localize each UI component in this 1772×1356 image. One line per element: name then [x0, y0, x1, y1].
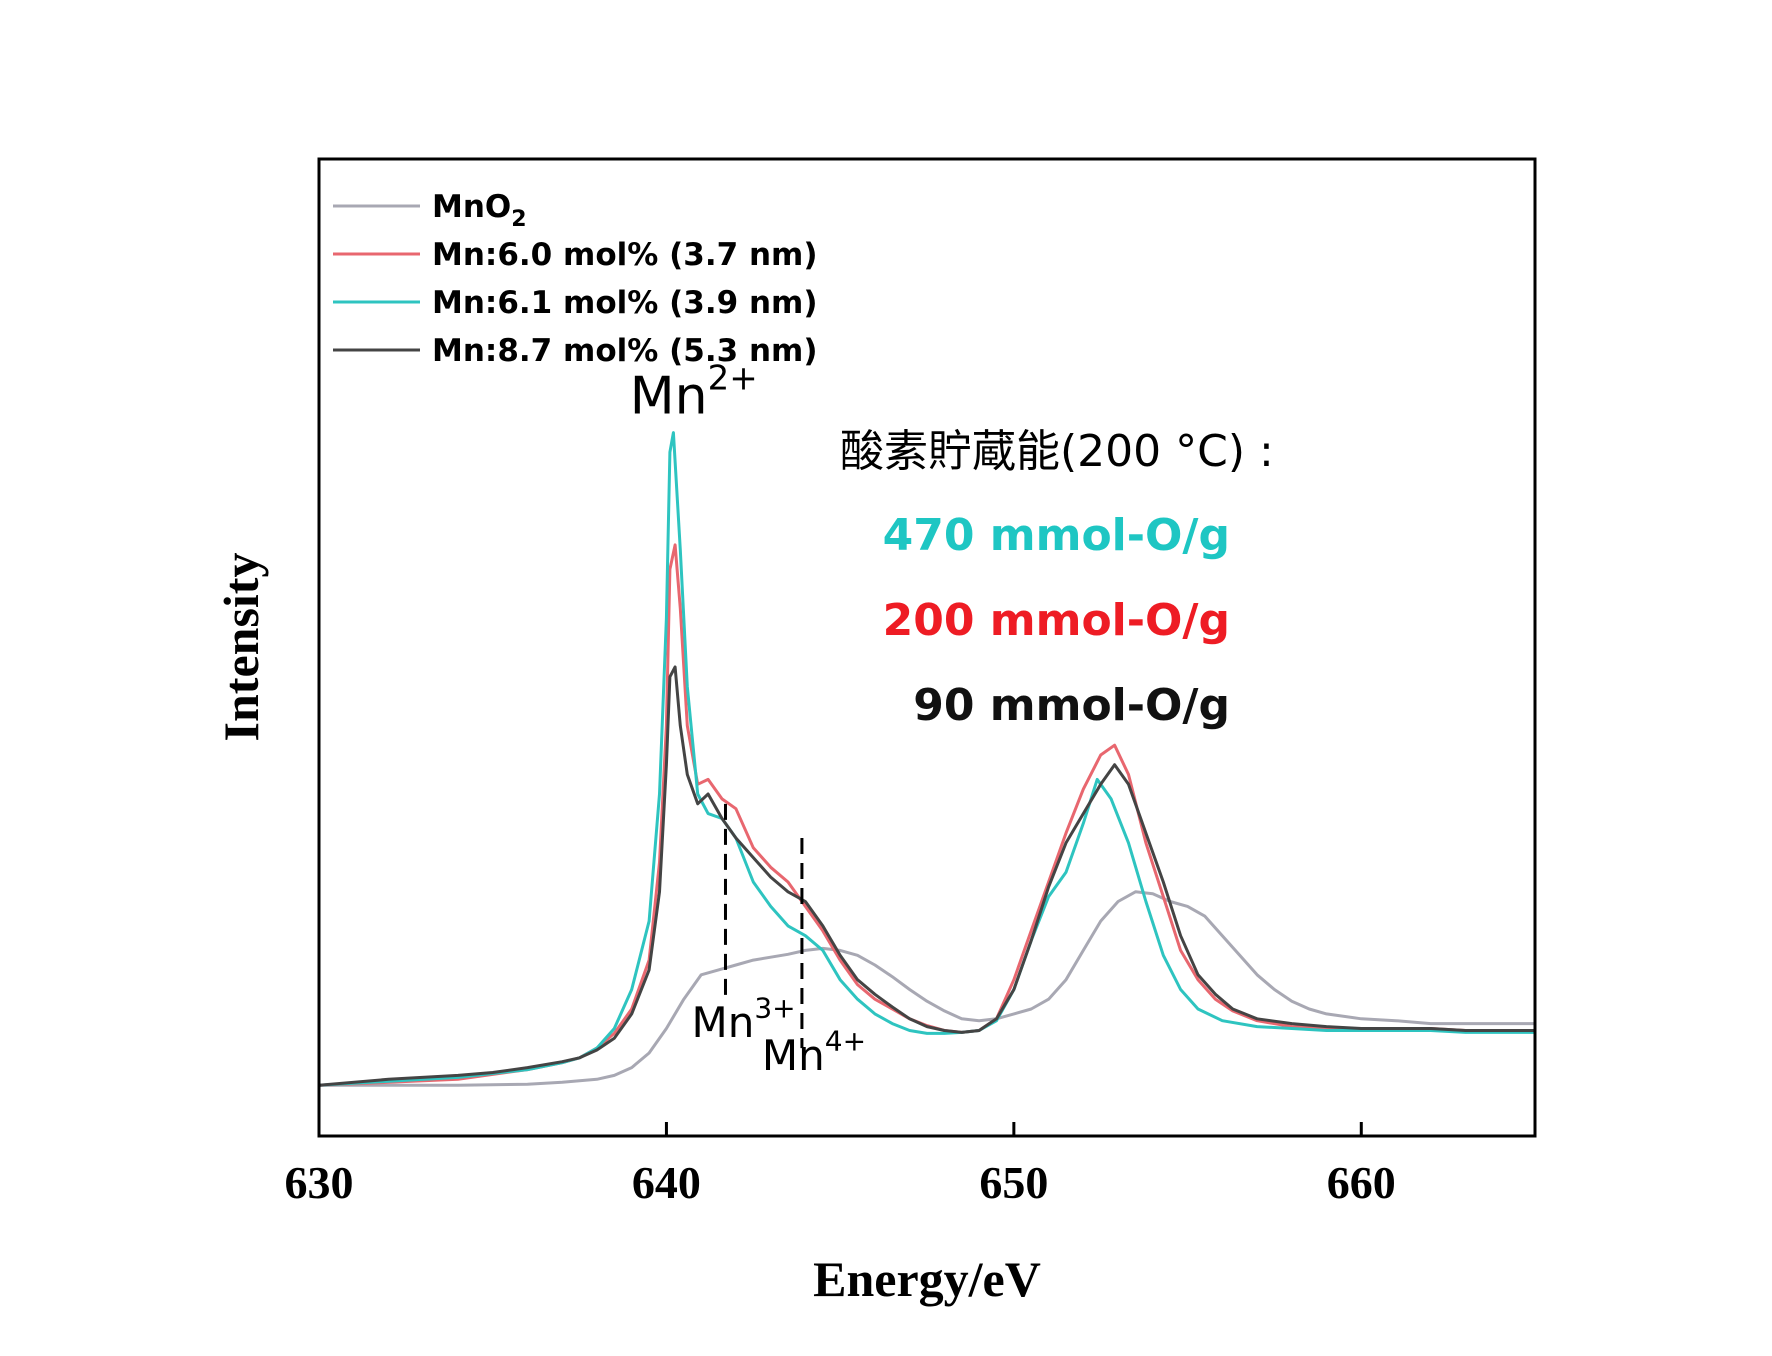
mn2-label: Mn2+	[630, 359, 758, 427]
series-line-4	[318, 665, 1535, 1087]
oxygen-storage-capacity-block: 酸素貯蔵能(200 °C) : 470 mmol-O/g 200 mmol-O/g 9…	[840, 426, 1274, 731]
legend-label: Mn:6.1 mol% (3.9 nm)	[432, 285, 818, 321]
mn4-label: Mn4+	[762, 1024, 866, 1080]
legend-label: Mn:6.0 mol% (3.7 nm)	[432, 237, 818, 273]
y-axis-title: Intensity	[213, 553, 269, 742]
series-layer	[318, 431, 1535, 1087]
osc-value: 90 mmol-O/g	[913, 680, 1230, 731]
plot-frame	[317, 157, 1537, 1138]
annotation-layer: Mn2+ Mn3+Mn4+	[630, 359, 866, 1080]
mn3-label: Mn3+	[691, 992, 795, 1048]
tick-layer: 630 640 650 660	[285, 1122, 1396, 1208]
legend-label: MnO2	[432, 189, 527, 232]
legend-label: Mn:8.7 mol% (5.3 nm)	[432, 333, 818, 369]
x-axis-title: Energy/eV	[813, 1251, 1041, 1307]
osc-value: 470 mmol-O/g	[883, 510, 1230, 561]
x-tick-label: 650	[979, 1157, 1048, 1208]
x-tick-label: 660	[1327, 1157, 1396, 1208]
x-tick-label: 630	[285, 1157, 354, 1208]
osc-value: 200 mmol-O/g	[883, 595, 1230, 646]
series-line-3	[318, 431, 1535, 1087]
series-line-2	[318, 543, 1535, 1087]
osc-title: 酸素貯蔵能(200 °C) :	[840, 426, 1274, 477]
x-tick-label: 640	[632, 1157, 701, 1208]
series-line-1	[319, 890, 1535, 1087]
legend: MnO2 Mn:6.0 mol% (3.7 nm) Mn:6.1 mol% (3.9…	[333, 189, 818, 369]
